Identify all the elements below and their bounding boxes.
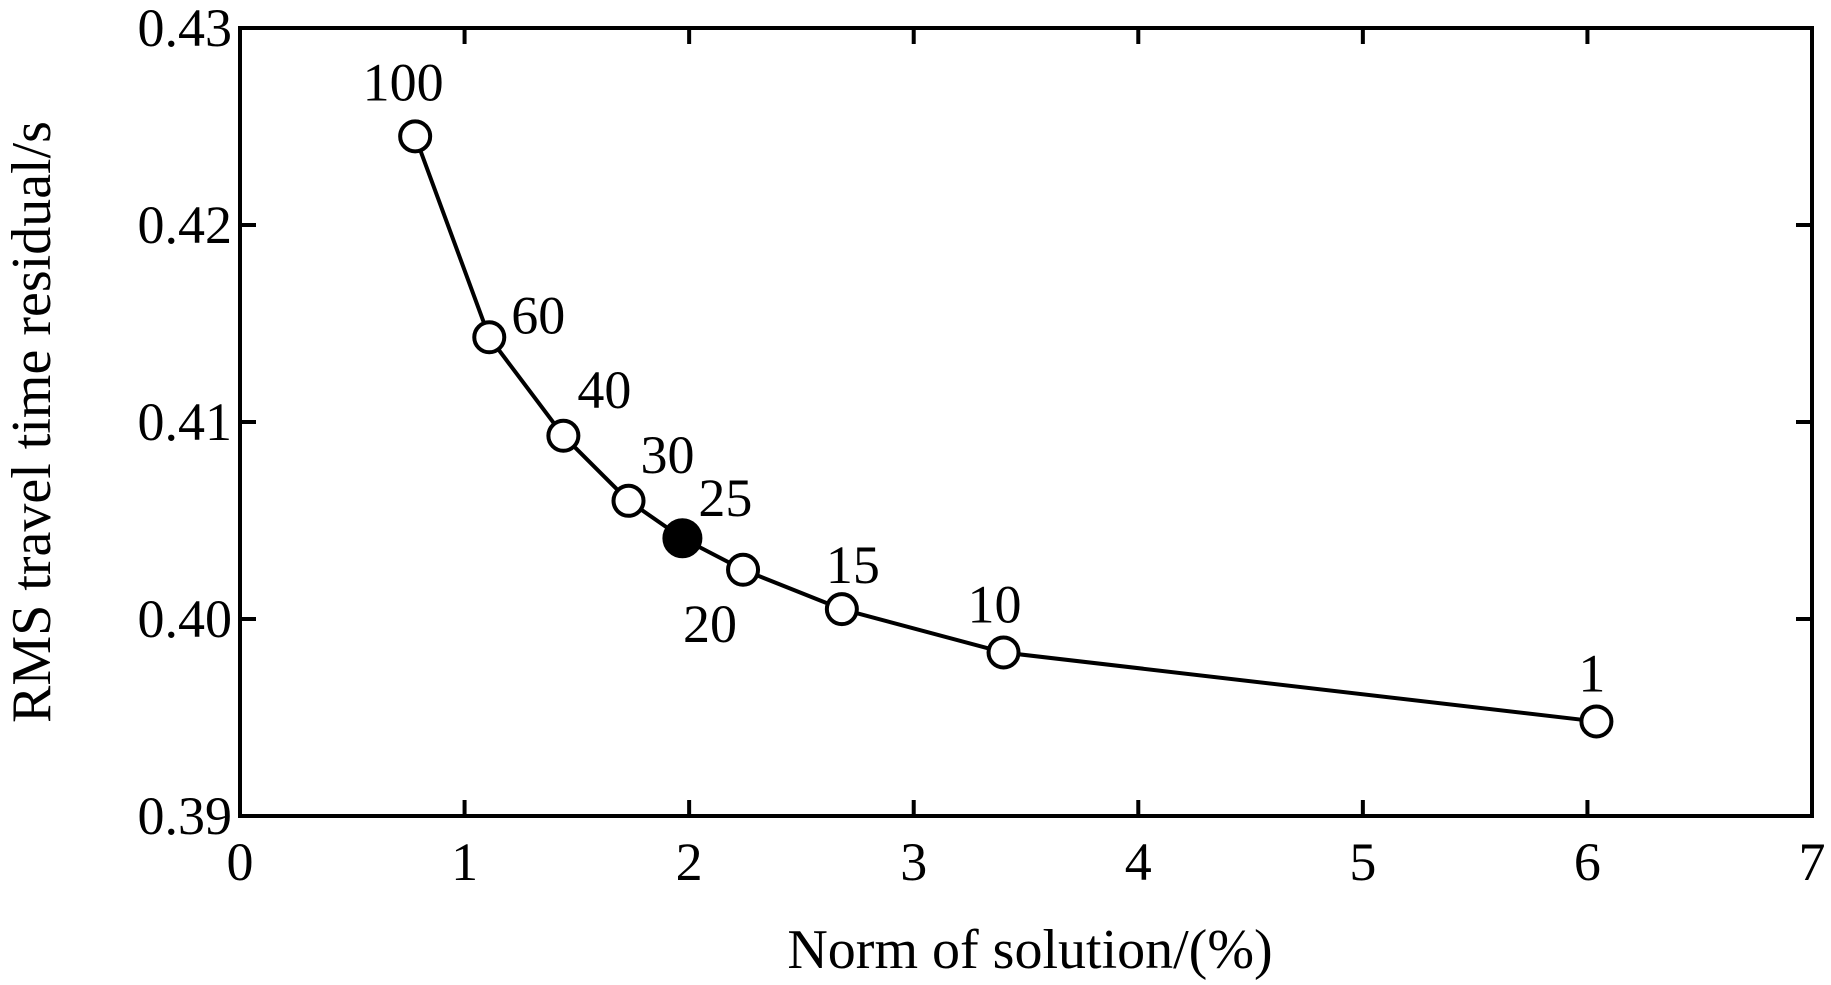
y-tick-label: 0.43	[138, 0, 233, 58]
data-point-25	[662, 518, 703, 559]
data-point-15	[824, 592, 859, 627]
point-label-100: 100	[363, 52, 444, 112]
axis-ticks	[238, 26, 1814, 818]
data-point-1	[1579, 704, 1614, 739]
x-tick-label: 7	[1799, 832, 1826, 892]
x-tick-label: 1	[451, 832, 478, 892]
data-point-20	[726, 552, 761, 587]
x-tick-label: 0	[227, 832, 254, 892]
x-tick-label: 2	[676, 832, 703, 892]
data-point-40	[546, 418, 581, 453]
point-label-15: 15	[826, 535, 880, 595]
point-label-30: 30	[641, 425, 695, 485]
data-point-100	[398, 119, 433, 154]
plot-frame	[238, 26, 1814, 818]
point-label-1: 1	[1578, 643, 1605, 703]
point-label-25: 25	[698, 468, 752, 528]
point-label-60: 60	[511, 285, 565, 345]
x-axis-title: Norm of solution/(%)	[787, 919, 1272, 981]
x-tick-label: 6	[1574, 832, 1601, 892]
data-point-60	[472, 320, 507, 355]
data-point-10	[986, 635, 1021, 670]
y-tick-label: 0.42	[138, 195, 233, 255]
x-tick-label: 3	[900, 832, 927, 892]
x-tick-label: 5	[1349, 832, 1376, 892]
data-point-30	[611, 483, 646, 518]
x-tick-label: 4	[1125, 832, 1152, 892]
y-tick-label: 0.40	[138, 589, 233, 649]
y-tick-label: 0.41	[138, 392, 233, 452]
point-label-20: 20	[683, 594, 737, 654]
point-label-40: 40	[577, 360, 631, 420]
plot-area	[238, 26, 1814, 818]
point-label-10: 10	[968, 574, 1022, 634]
y-axis-title: RMS travel time residual/s	[1, 121, 63, 723]
data-points	[398, 119, 1614, 739]
y-tick-label: 0.39	[138, 786, 233, 846]
tick-labels: 0 1 2 3 4 5 6 7 0.39 0.40 0.41 0.42 0.43	[138, 0, 1826, 892]
